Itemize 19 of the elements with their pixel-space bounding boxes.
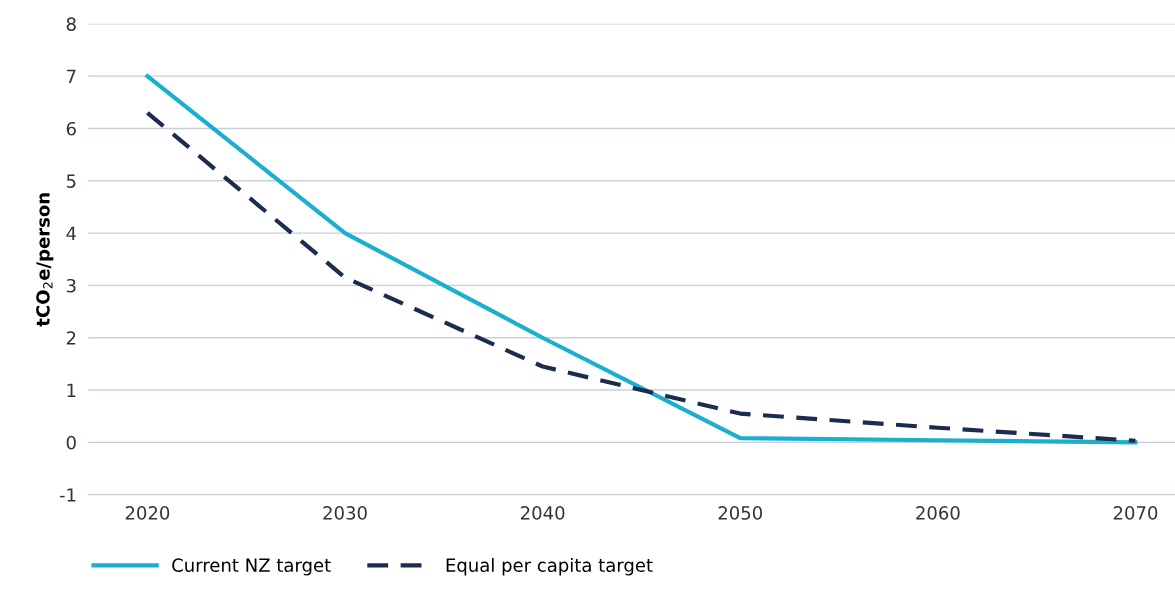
x-tick-label: 2020 <box>125 506 170 520</box>
y-tick-label: 1 <box>67 383 76 397</box>
y-tick-label: 7 <box>67 69 76 84</box>
y-tick-label: 6 <box>66 121 76 136</box>
y-tick-label: -1 <box>59 488 76 502</box>
y-tick-label: 0 <box>66 435 76 450</box>
y-tick-label: 2 <box>66 331 76 345</box>
x-tick-label: 2040 <box>520 506 565 520</box>
y-tick-label: 4 <box>66 226 76 240</box>
x-tick-label: 2050 <box>718 506 763 520</box>
y-axis-title: tCO$_{2}$e/person <box>36 193 54 327</box>
legend-label: Equal per capita target <box>446 558 653 576</box>
y-tick-label: 5 <box>66 174 76 188</box>
x-tick-label: 2070 <box>1113 506 1158 520</box>
legend-label: Current NZ target <box>172 558 331 576</box>
x-tick-label: 2030 <box>323 506 367 520</box>
y-tick-label: 3 <box>66 278 76 293</box>
y-tick-label: 8 <box>66 17 76 31</box>
x-tick-label: 2060 <box>916 506 960 520</box>
